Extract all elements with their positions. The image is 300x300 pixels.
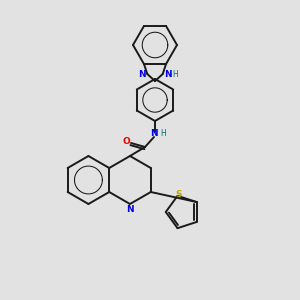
Text: S: S — [175, 190, 182, 199]
Text: N: N — [139, 70, 146, 79]
Text: N: N — [164, 70, 172, 79]
Text: N: N — [126, 205, 134, 214]
Text: O: O — [122, 137, 130, 146]
Text: H: H — [160, 130, 166, 139]
Text: H: H — [173, 70, 178, 79]
Text: N: N — [150, 130, 158, 139]
